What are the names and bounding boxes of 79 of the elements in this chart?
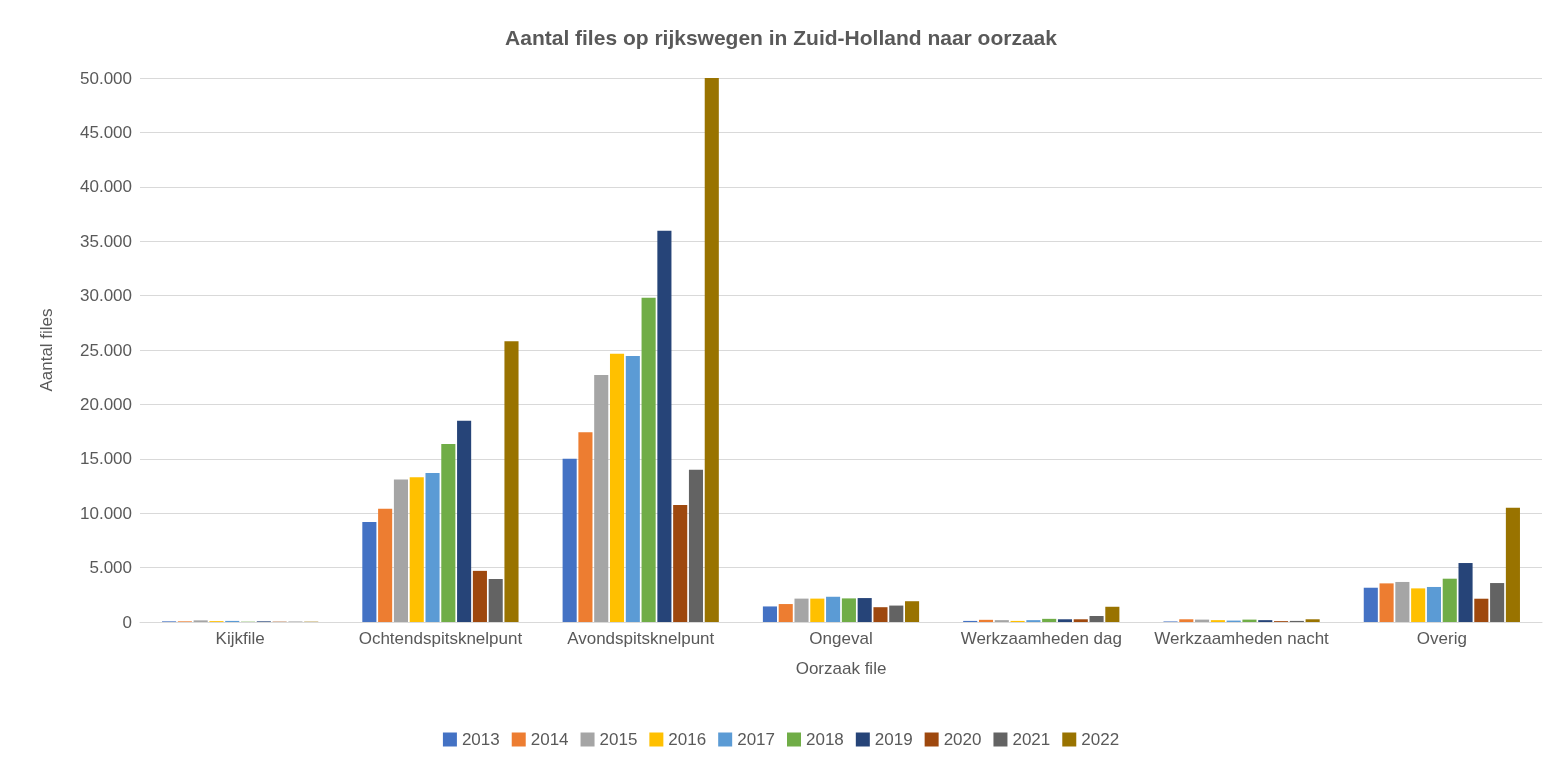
bar [488, 579, 503, 622]
bar [594, 375, 609, 622]
y-tick-label: 15.000 [80, 449, 132, 469]
legend-label: 2014 [530, 730, 569, 749]
bar [1073, 619, 1088, 622]
bar [657, 230, 672, 622]
x-tick-label: Ongeval [809, 629, 873, 648]
y-tick-label: 30.000 [80, 286, 132, 306]
bar [457, 420, 472, 622]
legend-label: 2015 [599, 730, 638, 749]
bar [778, 604, 793, 622]
bar [978, 619, 994, 622]
y-tick-label: 40.000 [80, 177, 132, 197]
y-axis-title: Aantal files [37, 308, 56, 392]
bar [1411, 588, 1426, 622]
bar [704, 78, 719, 622]
legend-label: 2017 [737, 730, 776, 749]
bar [1379, 583, 1394, 622]
bar [857, 598, 872, 622]
y-tick-label: 0 [122, 612, 132, 632]
bar [1442, 578, 1457, 622]
bar [1505, 507, 1520, 622]
bar [362, 521, 377, 622]
bar [425, 472, 440, 622]
bar [1305, 619, 1320, 622]
bar [1105, 606, 1120, 622]
y-tick-label: 45.000 [80, 122, 132, 142]
x-axis-title: Oorzaak file [795, 659, 887, 678]
x-tick-label: Overig [1416, 629, 1467, 648]
bar [1089, 616, 1104, 622]
bar [1395, 581, 1410, 622]
legend-label: 2019 [874, 730, 913, 749]
y-tick-label: 5.000 [89, 558, 132, 578]
legend-label: 2016 [668, 730, 707, 749]
legend-label: 2020 [943, 730, 982, 749]
y-tick-label: 35.000 [80, 231, 132, 251]
bar [873, 607, 888, 622]
bar [889, 605, 904, 622]
y-tick-label: 25.000 [80, 340, 132, 360]
bar [1474, 598, 1489, 622]
legend-label: 2021 [1012, 730, 1051, 749]
legend-label: 2022 [1081, 730, 1120, 749]
bar [1426, 586, 1442, 622]
bar [378, 508, 393, 622]
bar [578, 432, 593, 622]
bar [409, 477, 424, 622]
bar [1363, 587, 1378, 622]
bar [905, 601, 920, 622]
bar [562, 458, 577, 622]
bar [1057, 619, 1073, 622]
legend-label: 2013 [461, 730, 500, 749]
bar [1179, 619, 1194, 622]
bar [826, 596, 841, 622]
x-tick-label: Werkzaamheden nacht [1154, 629, 1330, 648]
bar [1042, 618, 1057, 622]
chart-title: Aantal files op rijkswegen in Zuid-Holland naar oorzaak [505, 26, 1058, 49]
y-tick-label: 20.000 [80, 394, 132, 414]
x-tick-label: Ochtendspitsknelpunt [358, 629, 523, 648]
bar [1458, 563, 1473, 622]
bar [504, 341, 519, 622]
bar [641, 297, 656, 622]
bar [609, 353, 625, 622]
bar [393, 479, 408, 622]
legend-label: 2018 [806, 730, 844, 749]
bar [688, 469, 704, 622]
y-tick-label: 10.000 [80, 503, 132, 523]
bar [625, 355, 640, 622]
bar [762, 606, 777, 622]
bar [810, 598, 825, 622]
y-tick-label: 50.000 [80, 68, 132, 88]
bar [1490, 583, 1505, 622]
bar [794, 598, 809, 622]
bar [441, 444, 456, 622]
bar [841, 598, 856, 622]
bar [673, 505, 688, 622]
x-tick-label: Werkzaamheden dag [960, 629, 1122, 648]
x-tick-label: Kijkfile [215, 629, 265, 648]
x-tick-label: Avondspitsknelpunt [567, 629, 715, 648]
bar [472, 570, 487, 622]
